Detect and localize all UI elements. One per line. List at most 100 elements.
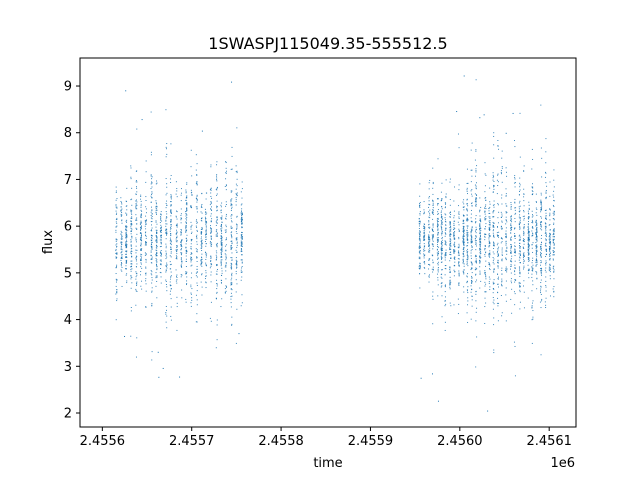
data-point xyxy=(115,219,117,221)
data-point xyxy=(140,245,142,247)
data-point xyxy=(444,300,446,302)
data-point xyxy=(180,232,182,234)
data-point xyxy=(165,255,167,257)
data-point xyxy=(467,235,469,237)
data-point xyxy=(463,75,465,77)
data-point xyxy=(528,216,530,218)
data-point xyxy=(493,210,495,212)
data-point xyxy=(467,292,469,294)
data-point xyxy=(429,238,431,240)
data-point xyxy=(475,199,477,201)
data-point xyxy=(170,226,172,228)
data-point xyxy=(441,236,443,238)
data-point xyxy=(444,296,446,298)
data-point xyxy=(467,265,469,267)
data-point xyxy=(201,294,203,296)
data-point xyxy=(505,241,507,243)
x-tick-label: 2.4560 xyxy=(437,434,483,449)
data-point xyxy=(144,225,146,227)
data-point xyxy=(221,230,223,232)
data-point xyxy=(523,254,525,256)
data-point xyxy=(453,227,455,229)
data-point xyxy=(441,241,443,243)
data-point xyxy=(511,255,513,257)
data-point xyxy=(467,239,469,241)
data-point xyxy=(488,262,490,264)
data-point xyxy=(191,194,193,196)
data-point xyxy=(126,225,128,227)
data-point xyxy=(136,263,138,265)
data-point xyxy=(175,255,177,257)
data-point xyxy=(166,200,168,202)
data-point xyxy=(120,233,122,235)
data-point xyxy=(429,204,431,206)
data-point xyxy=(505,219,507,221)
data-point xyxy=(528,232,530,234)
data-point xyxy=(235,197,237,199)
data-point xyxy=(221,215,223,217)
data-point xyxy=(120,262,122,264)
data-point xyxy=(466,276,468,278)
data-point xyxy=(151,218,153,220)
data-point xyxy=(453,237,455,239)
data-point xyxy=(432,235,434,237)
data-point xyxy=(512,112,514,114)
data-point xyxy=(200,281,202,283)
data-point xyxy=(432,200,434,202)
data-point xyxy=(437,204,439,206)
data-point xyxy=(458,230,460,232)
data-point xyxy=(519,210,521,212)
data-point xyxy=(549,247,550,249)
data-point xyxy=(170,225,172,227)
data-point xyxy=(549,224,551,226)
data-point xyxy=(506,235,507,237)
x-tick-label: 2.4556 xyxy=(80,434,126,449)
data-point xyxy=(510,278,512,280)
data-point xyxy=(175,216,177,218)
data-point xyxy=(205,272,207,274)
data-point xyxy=(191,194,193,196)
data-point xyxy=(141,233,142,235)
data-point xyxy=(471,267,473,269)
data-point xyxy=(497,297,499,299)
data-point xyxy=(467,256,469,258)
data-point xyxy=(466,199,468,201)
data-point xyxy=(180,240,182,242)
data-point xyxy=(209,204,211,206)
data-point xyxy=(471,241,473,243)
data-point xyxy=(221,217,223,219)
data-point xyxy=(200,206,202,208)
data-point xyxy=(471,235,473,237)
data-point xyxy=(231,168,233,170)
data-point xyxy=(225,262,227,264)
data-point xyxy=(506,175,508,177)
data-point xyxy=(445,233,447,235)
data-point xyxy=(205,230,207,232)
data-point xyxy=(185,260,187,262)
data-point xyxy=(514,251,516,253)
data-point xyxy=(449,245,451,247)
data-point xyxy=(437,233,439,235)
data-point xyxy=(201,258,203,260)
data-point xyxy=(230,279,232,281)
data-point xyxy=(176,223,178,225)
data-point xyxy=(130,240,132,242)
data-point xyxy=(151,192,153,194)
data-point xyxy=(220,247,222,249)
data-point xyxy=(466,232,468,234)
data-point xyxy=(231,204,233,206)
data-point xyxy=(181,262,183,264)
data-point xyxy=(519,291,521,293)
data-point xyxy=(501,197,503,199)
data-point xyxy=(493,317,495,319)
data-point xyxy=(121,266,123,268)
data-point xyxy=(493,222,495,224)
data-point xyxy=(462,258,464,260)
data-point xyxy=(484,291,486,293)
data-point xyxy=(528,238,530,240)
data-point xyxy=(539,290,541,292)
data-point xyxy=(549,195,551,197)
data-point xyxy=(441,246,443,248)
data-point xyxy=(497,174,499,176)
data-point xyxy=(231,221,233,223)
